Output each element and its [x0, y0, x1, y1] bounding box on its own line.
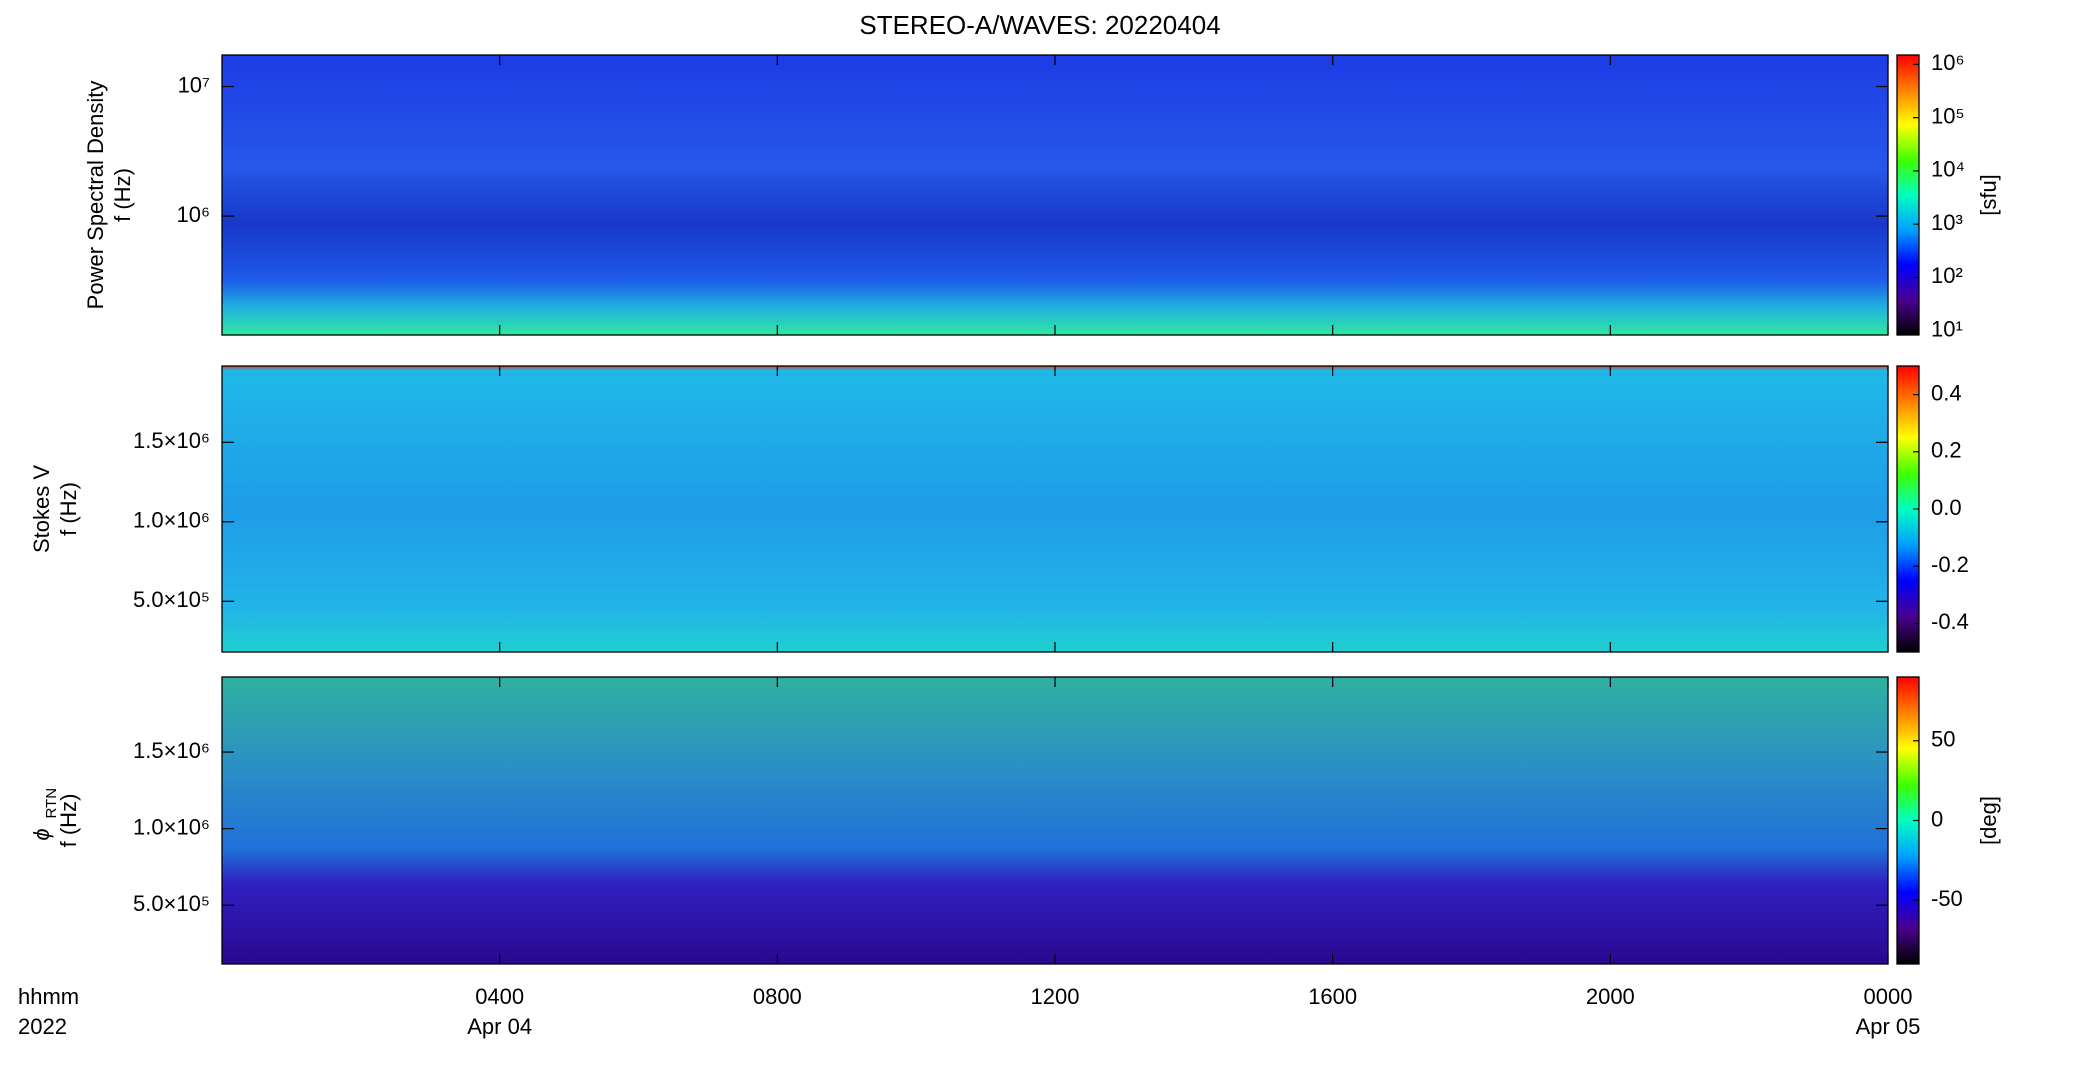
y-tick-label: 10⁶ [176, 202, 210, 227]
colorbar-tick-label: 10⁴ [1931, 157, 1965, 182]
x-tick-label: 0800 [753, 984, 802, 1009]
y-label-symbol: ϕ [29, 828, 54, 840]
colorbar-label: [deg] [1976, 796, 2001, 845]
y-axis-label: Power Spectral Density f (Hz) [83, 81, 135, 310]
colorbar-tick-label: -0.4 [1931, 609, 1969, 634]
colorbar-tick-label: 10⁵ [1931, 103, 1965, 128]
x-tick-label: 2000 [1586, 984, 1635, 1009]
colorbar [1897, 366, 1919, 652]
y-label-line: f (Hz) [56, 794, 81, 848]
colorbar-frame [1896, 54, 1920, 336]
spectrogram [222, 677, 1888, 964]
y-label-subscript: RTN [43, 788, 60, 819]
colorbar-tick-label: 50 [1931, 727, 1955, 752]
x-tick-date: Apr 05 [1856, 1014, 1921, 1039]
y-tick-label: 1.0×10⁶ [133, 508, 210, 533]
y-label-line: Power Spectral Density [83, 81, 108, 310]
y-tick-label: 1.5×10⁶ [133, 428, 210, 453]
y-label-line: f (Hz) [110, 168, 135, 222]
x-tick-label: 1200 [1031, 984, 1080, 1009]
x-tick-date: Apr 04 [467, 1014, 532, 1039]
colorbar [1897, 677, 1919, 964]
x-axis-label: 2022 [18, 1014, 67, 1039]
colorbar-label-group: [sfu] [1976, 174, 2001, 216]
chart-title: STEREO-A/WAVES: 20220404 [859, 10, 1220, 40]
y-tick-label: 5.0×10⁵ [133, 587, 210, 612]
y-label-line: f (Hz) [56, 482, 81, 536]
colorbar [1897, 55, 1919, 335]
colorbar-tick-label: -50 [1931, 886, 1963, 911]
x-axis-label: hhmm [18, 984, 79, 1009]
colorbar-tick-label: 0 [1931, 806, 1943, 831]
y-tick-label: 5.0×10⁵ [133, 891, 210, 916]
colorbar-tick-label: 10¹ [1931, 317, 1963, 342]
spectrogram [222, 55, 1888, 335]
colorbar-tick-label: 0.0 [1931, 495, 1962, 520]
colorbar-tick-label: 10³ [1931, 210, 1963, 235]
spectrogram [222, 366, 1888, 652]
colorbar-tick-label: 10² [1931, 263, 1963, 288]
y-tick-label: 10⁷ [178, 72, 210, 97]
x-tick-label: 1600 [1308, 984, 1357, 1009]
colorbar-tick-label: -0.2 [1931, 552, 1969, 577]
x-tick-label: 0400 [475, 984, 524, 1009]
y-tick-label: 1.0×10⁶ [133, 814, 210, 839]
colorbar-tick-label: 0.4 [1931, 380, 1962, 405]
colorbar-tick-label: 0.2 [1931, 438, 1962, 463]
x-tick-label: 0000 [1864, 984, 1913, 1009]
y-label-line: Stokes V [29, 465, 54, 553]
colorbar-label-group: [deg] [1976, 796, 2001, 845]
colorbar-label: [sfu] [1976, 174, 2001, 216]
colorbar-tick-label: 10⁶ [1931, 50, 1965, 75]
y-tick-label: 1.5×10⁶ [133, 738, 210, 763]
